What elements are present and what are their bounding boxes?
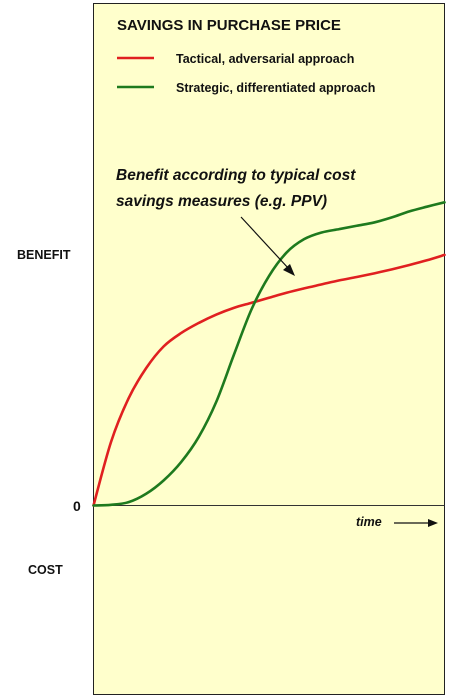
legend-label-1-line-1: Tactical, adversarial approach — [176, 52, 354, 66]
annotation-arrow — [240, 216, 295, 276]
series-line-2 — [92, 201, 446, 507]
series-lines — [92, 201, 446, 507]
annotation-line-2: savings measures (e.g. PPV) — [116, 193, 327, 210]
legend-label-2-line-1: Strategic, differentiated approach — [176, 81, 375, 95]
benefit-axis-label: BENEFIT — [17, 248, 71, 262]
time-axis-label: time — [356, 515, 382, 529]
series-line-1 — [92, 253, 446, 507]
zero-tick-label: 0 — [73, 498, 81, 514]
legend: Tactical, adversarial approach Strategic,… — [117, 52, 375, 95]
plot-background — [93, 3, 445, 695]
annotation-line-1: Benefit according to typical cost — [116, 167, 356, 184]
legend-label-1: Tactical, adversarial approach — [176, 52, 354, 66]
chart-title: SAVINGS IN PURCHASE PRICE — [117, 17, 341, 34]
annotation-text: Benefit according to typical cost saving… — [116, 167, 360, 210]
cost-axis-label: COST — [28, 563, 63, 577]
legend-label-2: Strategic, differentiated approach — [176, 81, 375, 95]
time-arrow — [394, 519, 438, 527]
